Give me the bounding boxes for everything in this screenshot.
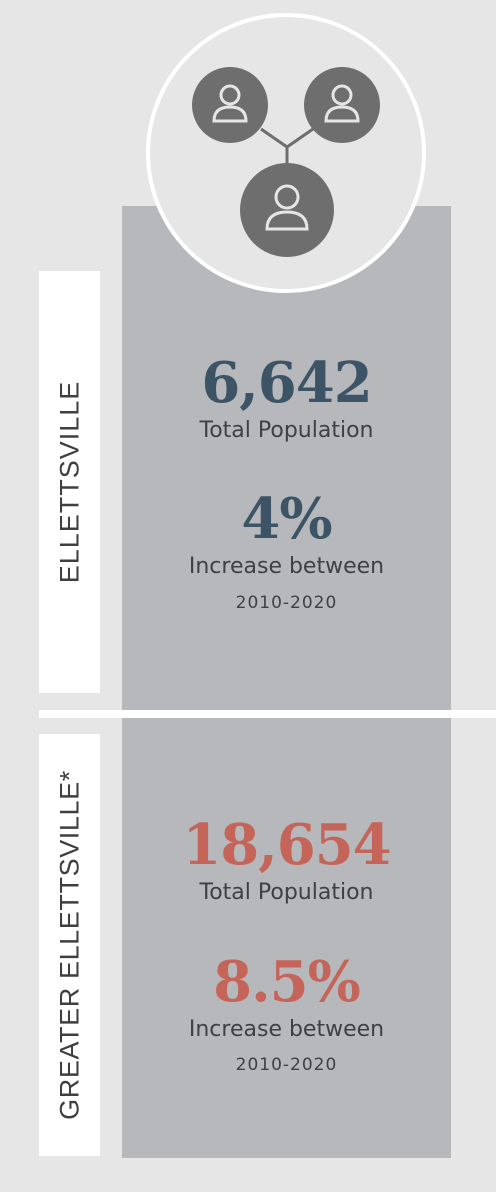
ellettsville-growth-caption: Increase between	[188, 554, 385, 579]
greater-ellettsville-population-value: 18,654	[182, 812, 391, 878]
ellettsville-population-caption: Total Population	[199, 418, 374, 443]
greater-ellettsville-growth-value: 8.5%	[213, 949, 361, 1015]
section-divider	[39, 710, 496, 718]
greater-ellettsville-label-strip: GREATER ELLETTSVILLE*	[39, 734, 100, 1156]
ellettsville-population-value: 6,642	[201, 350, 372, 416]
greater-ellettsville-period: 2010-2020	[235, 1055, 338, 1075]
greater-ellettsville-label: GREATER ELLETTSVILLE*	[54, 770, 84, 1120]
greater-ellettsville-panel	[122, 718, 451, 1158]
people-network-icon	[192, 67, 380, 257]
ellettsville-label: ELLETTSVILLE	[54, 380, 84, 584]
greater-ellettsville-population-caption: Total Population	[199, 880, 374, 905]
greater-ellettsville-growth-caption: Increase between	[188, 1017, 385, 1042]
icon-circle	[146, 13, 426, 293]
ellettsville-growth-value: 4%	[241, 486, 332, 552]
ellettsville-period: 2010-2020	[235, 593, 338, 613]
ellettsville-label-strip: ELLETTSVILLE	[39, 271, 100, 693]
